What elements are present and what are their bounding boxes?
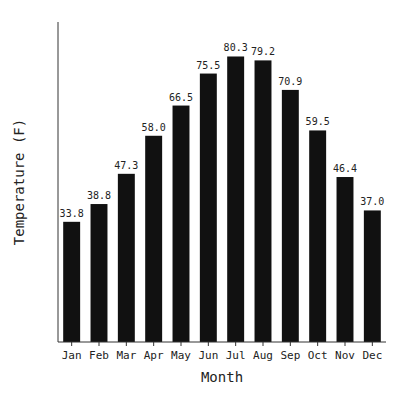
x-tick xyxy=(181,342,182,346)
x-tick xyxy=(99,342,100,346)
data-label: 70.9 xyxy=(278,76,302,87)
x-tick-label: Jul xyxy=(226,349,246,362)
x-axis-line xyxy=(58,342,386,343)
x-tick xyxy=(345,342,346,346)
bar xyxy=(255,60,272,342)
data-label: 58.0 xyxy=(142,122,166,133)
x-tick xyxy=(263,342,264,346)
data-label: 33.8 xyxy=(60,208,84,219)
x-tick xyxy=(208,342,209,346)
y-axis-label: Temperature (F) xyxy=(11,119,27,245)
bar xyxy=(309,130,326,342)
x-tick-label: May xyxy=(171,349,191,362)
chart: Jan Feb Mar Apr May Jun Jul Aug Sep Oct Nov Dec 33.8… xyxy=(0,0,400,400)
data-label: 46.4 xyxy=(333,163,357,174)
bar xyxy=(337,177,354,342)
data-label: 79.2 xyxy=(251,46,275,57)
data-label: 80.3 xyxy=(224,42,248,53)
data-label: 66.5 xyxy=(169,92,193,103)
x-tick-label: Sep xyxy=(280,349,300,362)
x-tick xyxy=(290,342,291,346)
data-label: 59.5 xyxy=(306,116,330,127)
bar xyxy=(118,174,135,342)
x-tick-label: Feb xyxy=(89,349,109,362)
x-tick xyxy=(235,342,236,346)
data-label: 37.0 xyxy=(360,196,384,207)
x-tick xyxy=(71,342,72,346)
bar xyxy=(173,106,190,342)
x-tick xyxy=(317,342,318,346)
x-tick xyxy=(153,342,154,346)
x-tick xyxy=(126,342,127,346)
bar xyxy=(364,210,381,342)
x-tick-label: Nov xyxy=(335,349,355,362)
data-label: 47.3 xyxy=(114,160,138,171)
bar xyxy=(227,56,244,342)
y-axis-line xyxy=(58,22,59,342)
x-tick-label: Jun xyxy=(198,349,218,362)
bars xyxy=(63,56,381,342)
bar xyxy=(145,136,162,342)
x-axis-label: Month xyxy=(201,369,243,385)
x-tick-label: Mar xyxy=(116,349,136,362)
x-tick xyxy=(372,342,373,346)
x-tick-label: Apr xyxy=(144,349,164,362)
bar xyxy=(91,204,108,342)
x-tick-label: Oct xyxy=(308,349,328,362)
x-tick-label: Aug xyxy=(253,349,273,362)
bar xyxy=(282,90,299,342)
data-label: 75.5 xyxy=(196,60,220,71)
x-tick-label: Jan xyxy=(62,349,82,362)
data-label: 38.8 xyxy=(87,190,111,201)
x-tick-label: Dec xyxy=(362,349,382,362)
bar xyxy=(63,222,80,342)
bar xyxy=(200,74,217,342)
